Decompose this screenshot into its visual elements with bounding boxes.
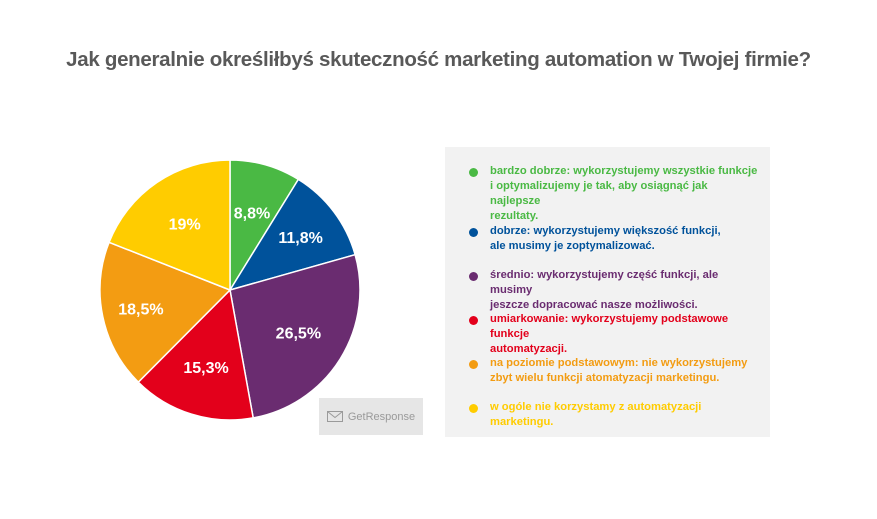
slice-label: 11,8% (278, 230, 322, 247)
logo-text: GetResponse (347, 410, 416, 423)
slice-label: 15,3% (183, 360, 228, 377)
legend-dot (469, 316, 478, 325)
legend-label: na poziomie podstawowym: nie wykorzystuj… (490, 357, 748, 384)
legend-dot (469, 404, 478, 413)
slice-label: 19% (169, 216, 201, 233)
pie-slice (228, 178, 357, 292)
slice-label: 26,5% (276, 326, 321, 343)
legend-label: średnio: wykorzystujemy część funkcji, a… (490, 269, 719, 311)
legend-dot (469, 168, 478, 177)
pie-slice (108, 159, 231, 292)
chart-title: Jak generalnie określiłbyś skuteczność m… (66, 48, 811, 71)
legend-dot (469, 272, 478, 281)
legend-label: umiarkowanie: wykorzystujemy podstawowe … (490, 313, 729, 355)
legend-label: bardzo dobrze: wykorzystujemy wszystkie … (490, 165, 758, 222)
slice-label: 18,5% (118, 302, 163, 319)
slice-label: 8,8% (234, 205, 270, 222)
pie-slice (229, 253, 361, 419)
envelope-icon (326, 411, 343, 422)
legend-label: dobrze: wykorzystujemy większość funkcji… (490, 225, 721, 252)
getresponse-logo: GetResponse (319, 398, 423, 435)
pie-slice (137, 288, 255, 421)
legend-dot (469, 228, 478, 237)
legend: bardzo dobrze: wykorzystujemy wszystkie … (445, 147, 770, 437)
legend-label: w ogóle nie korzystamy z automatyzacji m… (490, 401, 702, 428)
pie-chart: 8,8% 11,8% 26,5% 15,3% 18,5% 19% (99, 159, 361, 421)
legend-dot (469, 360, 478, 369)
